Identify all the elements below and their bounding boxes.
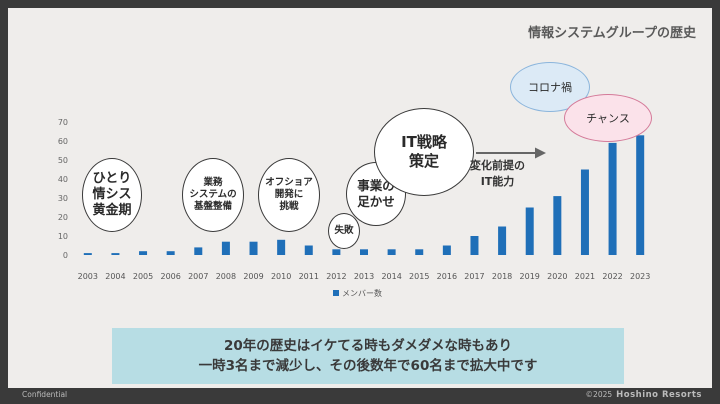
x-axis: 2003 2004 2005 2006 2007 2008 2009 2010 2011 2012… <box>78 272 651 281</box>
legend-label: メンバー数 <box>342 288 382 298</box>
bubble-offshore-line2: 開発に <box>274 189 304 201</box>
bubble-golden-age-line2: 情シス <box>92 186 132 202</box>
bubble-infra: 業務 システムの 基盤整備 <box>182 158 244 232</box>
x-tick-label: 2006 <box>160 272 180 281</box>
bubble-foundation-line1: 事業の <box>357 178 395 194</box>
bar-2004 <box>111 253 120 255</box>
y-tick-label: 50 <box>58 156 68 165</box>
summary-line1: 20年の歴史はイケてる時もダメダメな時もあり <box>224 337 512 354</box>
y-axis: 0 10 20 30 40 50 60 70 <box>58 118 68 260</box>
x-tick-label: 2011 <box>299 272 319 281</box>
bar-2005 <box>139 251 148 255</box>
x-tick-label: 2009 <box>243 272 263 281</box>
bubble-offshore: オフショア 開発に 挑戦 <box>258 158 320 232</box>
x-tick-label: 2010 <box>271 272 291 281</box>
y-tick-label: 30 <box>58 194 68 203</box>
footer-copyright: ©2025 <box>585 390 613 399</box>
y-tick-label: 20 <box>58 213 68 222</box>
legend-swatch <box>333 290 339 296</box>
bar-2023 <box>636 135 645 255</box>
y-tick-label: 10 <box>58 232 68 241</box>
ellipse-chance: チャンス <box>564 94 652 142</box>
x-tick-label: 2022 <box>602 272 622 281</box>
x-tick-label: 2005 <box>133 272 153 281</box>
bubble-infra-line2: システムの <box>189 189 237 201</box>
bar-2016 <box>442 245 451 255</box>
x-tick-label: 2013 <box>354 272 374 281</box>
x-tick-label: 2007 <box>188 272 208 281</box>
bar-2009 <box>249 241 258 255</box>
bubble-infra-line1: 業務 <box>203 177 223 189</box>
bar-2017 <box>470 236 479 255</box>
bubble-offshore-line1: オフショア <box>265 177 313 189</box>
summary-box: 20年の歴史はイケてる時もダメダメな時もあり 一時3名まで減少し、その後数年で6… <box>112 328 624 384</box>
bar-2013 <box>360 249 368 255</box>
arrow-label: 変化前提の IT能力 <box>470 158 525 190</box>
y-tick-label: 0 <box>63 251 68 260</box>
bar-2020 <box>553 196 562 255</box>
footer-confidential: Confidential <box>22 390 68 399</box>
bar-2012 <box>332 249 341 255</box>
x-tick-label: 2018 <box>492 272 512 281</box>
bar-2006 <box>166 251 175 255</box>
x-tick-label: 2023 <box>630 272 650 281</box>
x-tick-label: 2016 <box>437 272 457 281</box>
bubble-foundation-line2: 足かせ <box>357 194 395 209</box>
bubble-offshore-line3: 挑戦 <box>279 200 299 212</box>
bubble-it-strategy-line2: 策定 <box>408 152 439 170</box>
arrow-label-line2: IT能力 <box>480 174 515 188</box>
slide-title: 情報システムグループの歴史 <box>528 26 696 41</box>
x-tick-label: 2008 <box>216 272 236 281</box>
x-tick-label: 2014 <box>381 272 401 281</box>
bar-2019 <box>525 207 534 255</box>
bar-2003 <box>83 253 92 255</box>
bar-2010 <box>277 239 286 255</box>
bar-2018 <box>498 226 507 255</box>
x-tick-label: 2021 <box>575 272 595 281</box>
bubble-it-strategy: IT戦略 策定 <box>374 108 474 196</box>
x-tick-label: 2017 <box>464 272 484 281</box>
bubble-golden-age-line1: ひとり <box>92 170 132 186</box>
bar-series <box>83 135 645 255</box>
footer-brand-name: Hoshino Resorts <box>616 390 702 400</box>
x-tick-label: 2015 <box>409 272 429 281</box>
bar-2021 <box>580 169 589 255</box>
bar-2011 <box>304 245 313 255</box>
bubble-it-strategy-line1: IT戦略 <box>401 133 447 152</box>
slide: 情報システムグループの歴史 0 10 20 30 40 50 60 70 2003 2004 20… <box>8 8 712 388</box>
trend-arrow <box>476 147 546 159</box>
summary-line2: 一時3名まで減少し、その後数年で60名まで拡大中です <box>198 358 538 374</box>
bubble-failure: 失敗 <box>328 213 360 249</box>
y-tick-label: 60 <box>58 137 68 146</box>
x-tick-label: 2019 <box>520 272 540 281</box>
x-tick-label: 2004 <box>105 272 125 281</box>
y-tick-label: 40 <box>58 175 68 184</box>
arrow-label-line1: 変化前提の <box>470 159 525 172</box>
footer-brand: ©2025 Hoshino Resorts <box>586 390 702 400</box>
y-tick-label: 70 <box>58 118 68 127</box>
x-tick-label: 2020 <box>547 272 567 281</box>
bar-2007 <box>194 247 203 255</box>
legend: メンバー数 <box>333 288 382 298</box>
ellipse-chance-text: チャンス <box>586 112 630 125</box>
bubble-golden-age-line3: 黄金期 <box>92 203 132 219</box>
x-tick-label: 2003 <box>78 272 98 281</box>
x-tick-label: 2012 <box>326 272 346 281</box>
bubble-infra-line3: 基盤整備 <box>193 200 232 212</box>
ellipse-corona-text: コロナ禍 <box>528 81 572 94</box>
bubble-golden-age: ひとり 情シス 黄金期 <box>82 158 142 232</box>
bar-2014 <box>387 249 396 255</box>
bar-2008 <box>221 241 230 255</box>
bar-2015 <box>415 249 424 255</box>
bar-2022 <box>608 142 617 255</box>
member-count-chart: 0 10 20 30 40 50 60 70 2003 2004 2005 2006 2007 2008… <box>58 118 651 298</box>
bubble-failure-text: 失敗 <box>334 225 354 237</box>
